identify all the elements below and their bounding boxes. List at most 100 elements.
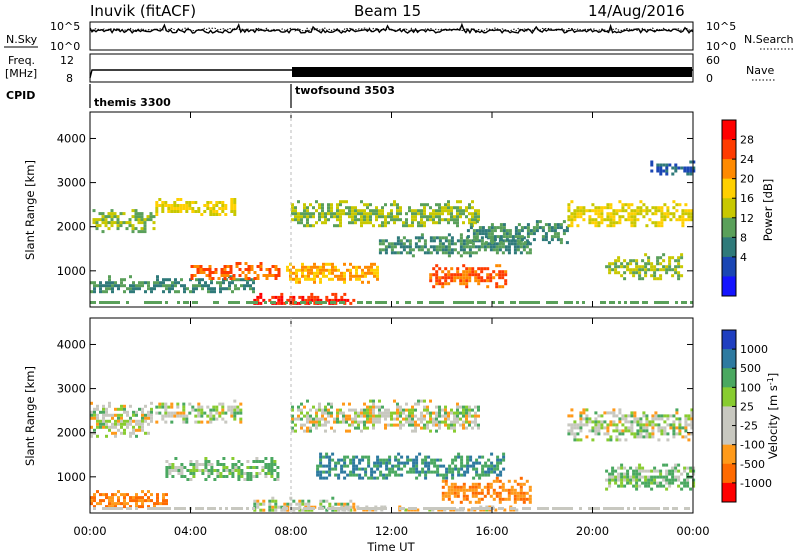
- heat-cell: [632, 472, 636, 476]
- heat-cell: [493, 467, 497, 471]
- heat-cell: [678, 432, 682, 436]
- heat-cell: [662, 169, 666, 173]
- heat-cell: [120, 278, 123, 282]
- heat-cell: [501, 251, 505, 255]
- heat-cell: [202, 268, 206, 271]
- heat-cell: [339, 203, 342, 207]
- nave-trace: [292, 67, 692, 77]
- heat-cell: [114, 284, 117, 288]
- heat-cell: [477, 414, 480, 418]
- heat-cell: [456, 408, 459, 412]
- heat-cell: [158, 411, 162, 415]
- heat-cell: [438, 426, 441, 430]
- heat-cell: [135, 502, 138, 506]
- heat-cell: [252, 460, 256, 463]
- heat-cell: [674, 271, 678, 275]
- heat-cell: [477, 273, 481, 277]
- heat-cell: [439, 464, 443, 468]
- heat-cell: [636, 218, 640, 222]
- heat-cell: [657, 417, 661, 421]
- heat-cell: [105, 496, 108, 500]
- heat-cell: [408, 245, 412, 249]
- heat-cell: [465, 301, 468, 304]
- heat-cell: [295, 274, 298, 278]
- heat-cell: [660, 215, 664, 219]
- heat-cell: [493, 229, 497, 233]
- heat-cell: [420, 245, 424, 249]
- heat-cell: [438, 405, 441, 409]
- heat-cell: [681, 435, 685, 439]
- heat-cell: [294, 423, 297, 427]
- heat-cell: [366, 414, 369, 418]
- heat-cell: [675, 218, 679, 222]
- heat-cell: [457, 452, 461, 456]
- heat-cell: [393, 417, 396, 421]
- heat-cell: [173, 414, 177, 418]
- heat-cell: [489, 494, 493, 498]
- heat-cell: [372, 414, 375, 418]
- heat-cell: [384, 203, 387, 207]
- heat-cell: [591, 218, 595, 222]
- heat-cell: [390, 245, 394, 249]
- heat-cell: [690, 212, 694, 216]
- heat-cell: [195, 507, 198, 510]
- heat-cell: [465, 405, 468, 409]
- heat-cell: [387, 414, 390, 418]
- heat-cell: [544, 235, 548, 239]
- heat-cell: [447, 212, 450, 216]
- heat-cell: [623, 271, 627, 275]
- heat-cell: [579, 420, 583, 424]
- heat-cell: [120, 493, 123, 497]
- heat-cell: [459, 254, 463, 258]
- heat-cell: [611, 472, 615, 476]
- heat-cell: [420, 221, 423, 225]
- heat-cell: [233, 417, 237, 421]
- heat-cell: [117, 507, 120, 510]
- heat-cell: [209, 213, 213, 216]
- heat-cell: [502, 229, 506, 233]
- heat-cell: [143, 230, 147, 234]
- heat-cell: [149, 218, 153, 222]
- heat-cell: [171, 466, 175, 469]
- heat-cell: [99, 493, 102, 497]
- heat-cell: [663, 426, 667, 430]
- heat-cell: [99, 290, 102, 294]
- heat-cell: [201, 287, 204, 291]
- heat-cell: [514, 229, 518, 233]
- heat-cell: [665, 487, 669, 491]
- heat-cell: [237, 301, 240, 304]
- heat-cell: [414, 245, 418, 249]
- heat-cell: [352, 458, 356, 462]
- heat-cell: [330, 411, 333, 415]
- heat-cell: [672, 212, 676, 216]
- heat-cell: [659, 268, 663, 272]
- heat-cell: [171, 281, 174, 285]
- heat-cell: [195, 466, 199, 469]
- heat-cell: [402, 221, 405, 225]
- heat-cell: [668, 268, 672, 272]
- heat-cell: [152, 227, 156, 231]
- heat-cell: [162, 493, 165, 497]
- heat-cell: [426, 426, 429, 430]
- heat-cell: [354, 215, 357, 219]
- heat-cell: [318, 402, 321, 406]
- heat-cell: [191, 405, 195, 409]
- heat-cell: [224, 213, 228, 216]
- heat-cell: [161, 207, 165, 210]
- heat-cell: [191, 201, 195, 204]
- heat-cell: [675, 203, 679, 207]
- heat-cell: [318, 507, 321, 510]
- heat-cell: [156, 278, 159, 282]
- power-heatmap: [90, 160, 696, 305]
- heat-cell: [102, 404, 105, 408]
- heat-cell: [411, 429, 414, 433]
- heat-cell: [230, 198, 234, 201]
- heat-cell: [465, 420, 468, 424]
- heat-cell: [141, 428, 144, 432]
- heat-cell: [213, 301, 216, 304]
- heat-cell: [313, 262, 316, 266]
- heat-cell: [162, 507, 165, 510]
- heat-cell: [93, 416, 96, 420]
- heat-cell: [113, 212, 117, 216]
- heat-cell: [378, 251, 382, 255]
